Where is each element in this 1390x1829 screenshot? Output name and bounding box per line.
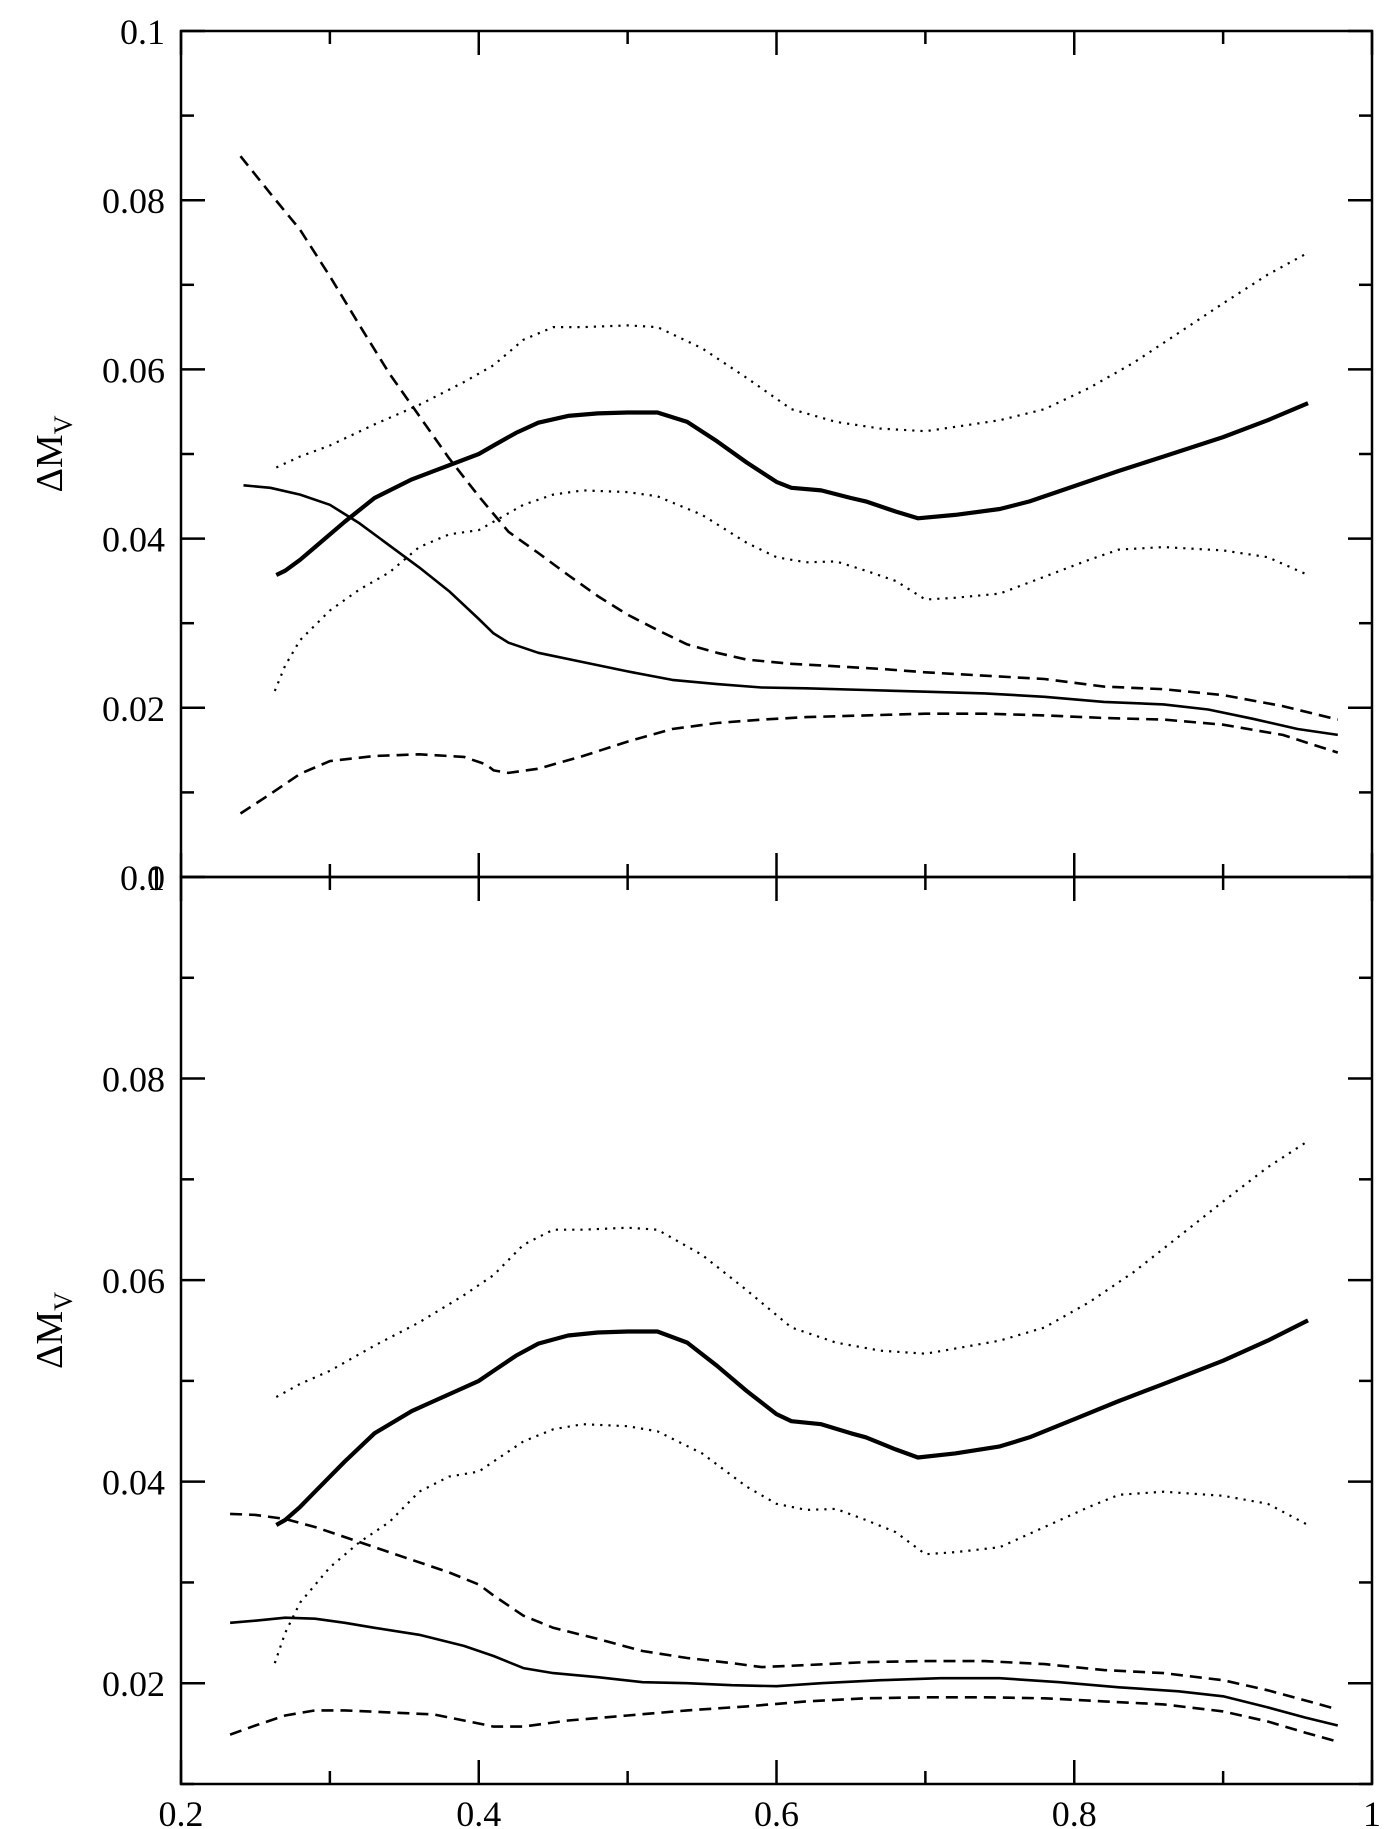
- bottom-series-thick-0: [275, 1318, 1309, 1527]
- bottom-plot-frame: [179, 875, 1374, 1786]
- top-plot-frame: [179, 29, 1374, 879]
- y-tick-label: 0.06: [102, 350, 165, 390]
- top-series-dashed-4: [239, 155, 1339, 721]
- bottom-series-dotted-2: [273, 1423, 1309, 1664]
- bottom-series-solid-3: [229, 1616, 1339, 1727]
- top-series-dotted-1: [275, 251, 1309, 469]
- y-tick-label: 0.04: [102, 520, 165, 560]
- bottom-series-dashed-5: [229, 1696, 1339, 1743]
- bottom-series-dashed-4: [230, 1512, 1339, 1711]
- bottom-panel: 0.20.40.60.810.020.040.060.080.1ΔMVB-V: [29, 858, 1381, 1829]
- y-tick-label: 0: [147, 858, 165, 898]
- top-series-dotted-2: [273, 489, 1309, 692]
- y-axis-title-main: ΔM: [29, 1311, 71, 1369]
- y-tick-label: 0.08: [102, 1060, 165, 1100]
- y-tick-label: 0.06: [102, 1261, 165, 1301]
- y-tick-label: 0.1: [120, 12, 165, 52]
- x-tick-label: 0.6: [754, 1794, 799, 1829]
- y-axis-title-main: ΔM: [29, 434, 71, 492]
- top-series-solid-3: [243, 484, 1338, 737]
- x-tick-label: 0.8: [1052, 1794, 1097, 1829]
- y-axis-title-subscript: V: [49, 415, 78, 434]
- top-panel: 0 0.02 0.04 0.06 0.08 0.1 ΔMV: [29, 12, 1374, 898]
- y-tick-label: 0.1: [120, 858, 165, 898]
- top-series-dashed-5: [239, 712, 1339, 815]
- x-tick-label: 0.4: [456, 1794, 501, 1829]
- bottom-series-dotted-1: [275, 1140, 1309, 1398]
- top-y-axis-title: ΔMV: [29, 415, 78, 492]
- top-series-thick-0: [275, 401, 1309, 577]
- x-tick-label: 1: [1363, 1794, 1381, 1829]
- x-tick-label: 0.2: [159, 1794, 204, 1829]
- y-tick-label: 0.08: [102, 181, 165, 221]
- y-tick-label: 0.02: [102, 689, 165, 729]
- y-tick-label: 0.02: [102, 1664, 165, 1704]
- bottom-y-axis-title: ΔMV: [29, 1292, 78, 1369]
- y-tick-label: 0.04: [102, 1463, 165, 1503]
- y-axis-title-subscript: V: [49, 1292, 78, 1311]
